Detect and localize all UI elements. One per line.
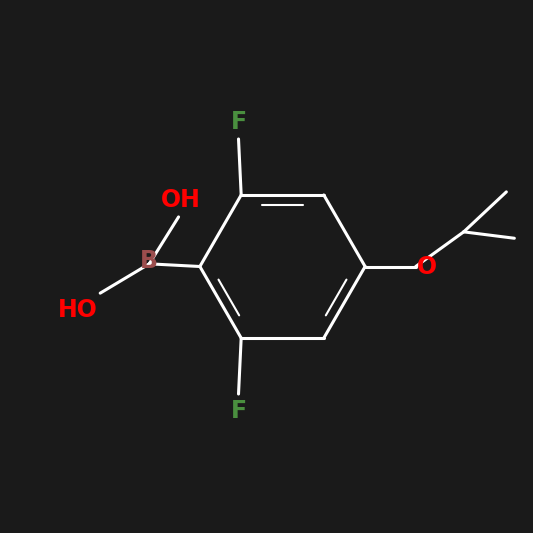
Text: OH: OH [161, 188, 201, 212]
Text: O: O [417, 254, 437, 279]
Text: F: F [230, 399, 247, 423]
Text: HO: HO [58, 298, 98, 322]
Text: B: B [140, 249, 158, 273]
Text: F: F [230, 110, 247, 134]
